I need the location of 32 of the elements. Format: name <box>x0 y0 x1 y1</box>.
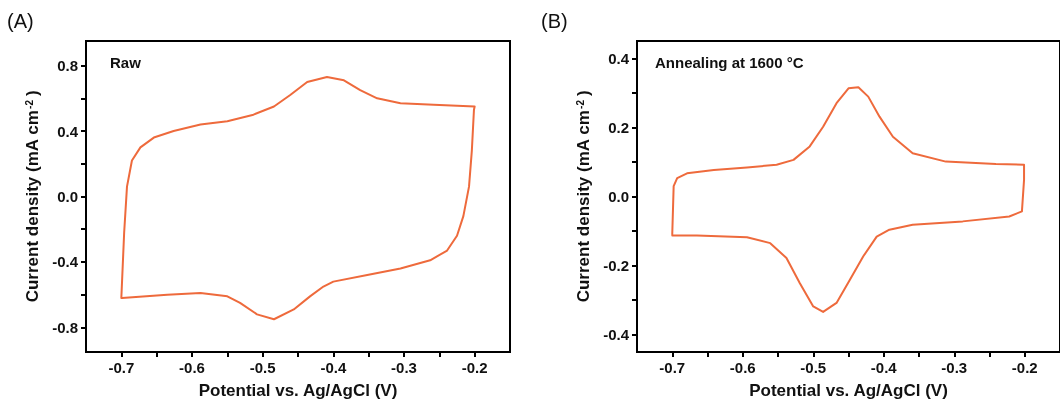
x-tick-label: -0.3 <box>941 359 968 376</box>
x-tick-label: -0.2 <box>461 359 488 376</box>
x-axis-title: Potential vs. Ag/AgCl (V) <box>749 381 948 400</box>
line-series <box>671 86 1026 313</box>
x-tick-label: -0.2 <box>1011 359 1038 376</box>
x-tick-label: -0.7 <box>108 359 135 376</box>
y-tick-label: -0.4 <box>603 326 630 344</box>
y-tick-label: -0.4 <box>52 253 79 271</box>
annotation: Raw <box>110 54 142 71</box>
chart-title: (B) <box>541 10 568 32</box>
x-tick-label: -0.5 <box>249 359 276 376</box>
x-tick-label: -0.7 <box>659 359 686 376</box>
y-tick-label: 0.0 <box>608 188 629 205</box>
y-axis-title: Current density (mA cm-2) <box>574 90 594 303</box>
x-tick-label: -0.6 <box>729 359 756 376</box>
x-tick-label: -0.6 <box>179 359 205 376</box>
y-axis-title: Current density (mA cm-2) <box>23 90 43 303</box>
annotation: Annealing at 1600 °C <box>655 54 804 71</box>
x-axis-title: Potential vs. Ag/AgCl (V) <box>198 381 398 400</box>
y-tick-label: 0.8 <box>57 57 78 75</box>
line-series <box>120 76 476 321</box>
x-tick-label: -0.4 <box>320 359 347 376</box>
x-tick-label: -0.5 <box>800 359 827 376</box>
chart-title: (A) <box>7 10 34 32</box>
y-tick-label: -0.2 <box>603 257 629 275</box>
y-tick-label: 0.4 <box>57 122 79 140</box>
y-tick-label: 0.4 <box>608 49 630 67</box>
x-tick-label: -0.3 <box>391 359 417 376</box>
y-tick-label: -0.8 <box>52 318 78 336</box>
y-tick-label: 0.0 <box>57 188 78 205</box>
y-tick-label: 0.2 <box>608 118 629 136</box>
x-tick-label: -0.4 <box>870 359 898 376</box>
